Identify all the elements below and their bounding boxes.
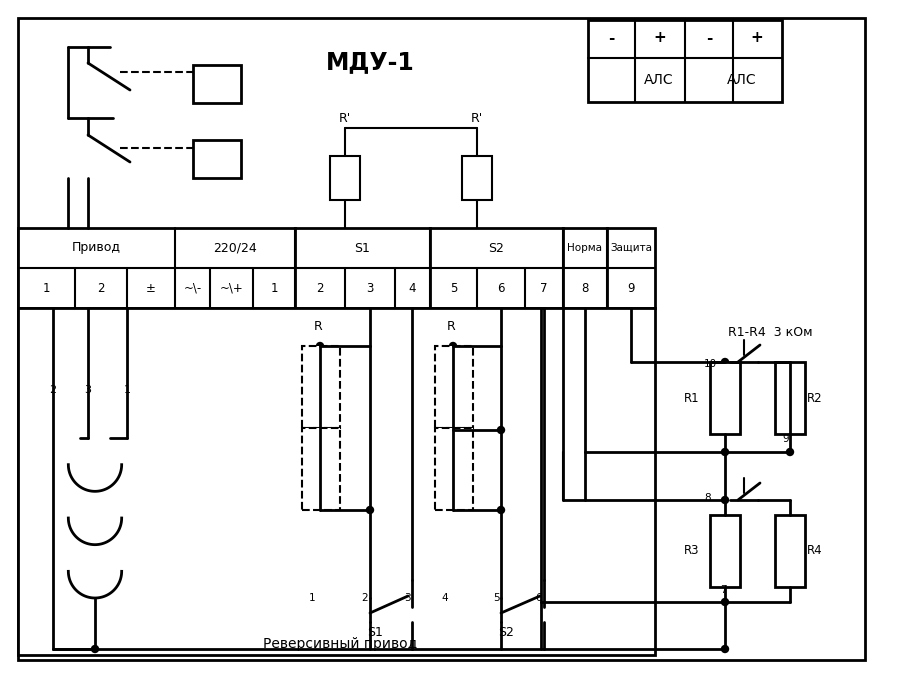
- Text: АЛС: АЛС: [644, 73, 674, 87]
- Text: 9: 9: [783, 434, 789, 444]
- Text: +: +: [751, 31, 763, 45]
- Text: 7: 7: [720, 585, 726, 595]
- Text: 5: 5: [492, 593, 500, 603]
- Bar: [302, 428, 340, 510]
- Bar: [193, 65, 241, 103]
- Bar: [607, 228, 655, 308]
- Text: 8: 8: [581, 282, 589, 295]
- Bar: [775, 515, 805, 587]
- Text: ~\-: ~\-: [184, 282, 202, 295]
- Bar: [193, 140, 241, 178]
- Text: 6: 6: [497, 282, 505, 295]
- Circle shape: [449, 342, 456, 350]
- Bar: [18, 228, 295, 308]
- Text: 3: 3: [85, 385, 92, 395]
- Text: R': R': [471, 111, 483, 124]
- Text: Привод: Привод: [71, 242, 121, 255]
- Bar: [563, 228, 607, 308]
- Bar: [295, 228, 430, 308]
- Text: R: R: [313, 320, 322, 333]
- Text: 9: 9: [627, 282, 634, 295]
- Text: S1: S1: [354, 242, 370, 255]
- Text: МДУ-1: МДУ-1: [326, 50, 414, 74]
- Text: 8: 8: [705, 493, 711, 503]
- Text: Реверсивный привод: Реверсивный привод: [263, 637, 417, 651]
- Text: 6: 6: [536, 593, 543, 603]
- Text: 2: 2: [316, 282, 324, 295]
- Text: АЛС: АЛС: [727, 73, 757, 87]
- Text: ±: ±: [146, 282, 156, 295]
- Text: Норма: Норма: [568, 243, 602, 253]
- Bar: [430, 228, 563, 308]
- Text: Защита: Защита: [610, 243, 652, 253]
- Text: 7: 7: [540, 282, 548, 295]
- Bar: [710, 515, 740, 587]
- Text: S2: S2: [498, 627, 514, 640]
- Circle shape: [722, 646, 728, 653]
- Text: +: +: [653, 31, 666, 45]
- Text: 1: 1: [123, 385, 130, 395]
- Text: ~\+: ~\+: [220, 282, 243, 295]
- Bar: [775, 362, 805, 434]
- Text: 220/24: 220/24: [213, 242, 256, 255]
- Text: 10: 10: [704, 359, 716, 369]
- Text: 5: 5: [450, 282, 457, 295]
- Bar: [462, 156, 492, 200]
- Bar: [302, 346, 340, 428]
- Circle shape: [366, 507, 373, 513]
- Text: 2: 2: [50, 385, 57, 395]
- Bar: [435, 346, 473, 428]
- Text: R3: R3: [684, 545, 700, 557]
- Text: S1: S1: [367, 627, 382, 640]
- Bar: [710, 362, 740, 434]
- Text: S2: S2: [488, 242, 504, 255]
- Text: R2: R2: [807, 392, 823, 405]
- Text: 2: 2: [362, 593, 368, 603]
- Text: 1: 1: [43, 282, 50, 295]
- Text: R4: R4: [807, 545, 823, 557]
- Text: 1: 1: [309, 593, 315, 603]
- Bar: [330, 156, 360, 200]
- Text: 1: 1: [270, 282, 278, 295]
- Text: R1-R4  3 кОм: R1-R4 3 кОм: [728, 325, 813, 339]
- Circle shape: [92, 646, 98, 653]
- Text: 3: 3: [366, 282, 373, 295]
- Circle shape: [498, 426, 505, 433]
- Text: 4: 4: [442, 593, 448, 603]
- Text: 2: 2: [97, 282, 104, 295]
- Bar: [18, 308, 655, 655]
- Bar: [435, 428, 473, 510]
- Text: R: R: [446, 320, 455, 333]
- Text: -: -: [706, 31, 712, 45]
- Text: 3: 3: [404, 593, 410, 603]
- Text: R1: R1: [684, 392, 700, 405]
- Circle shape: [787, 449, 794, 456]
- Text: 4: 4: [409, 282, 416, 295]
- Circle shape: [317, 342, 323, 350]
- Circle shape: [722, 449, 728, 456]
- Bar: [588, 20, 782, 102]
- Circle shape: [722, 598, 728, 606]
- Circle shape: [722, 359, 728, 365]
- Circle shape: [722, 496, 728, 504]
- Circle shape: [498, 507, 505, 513]
- Text: -: -: [608, 31, 614, 45]
- Text: R': R': [339, 111, 351, 124]
